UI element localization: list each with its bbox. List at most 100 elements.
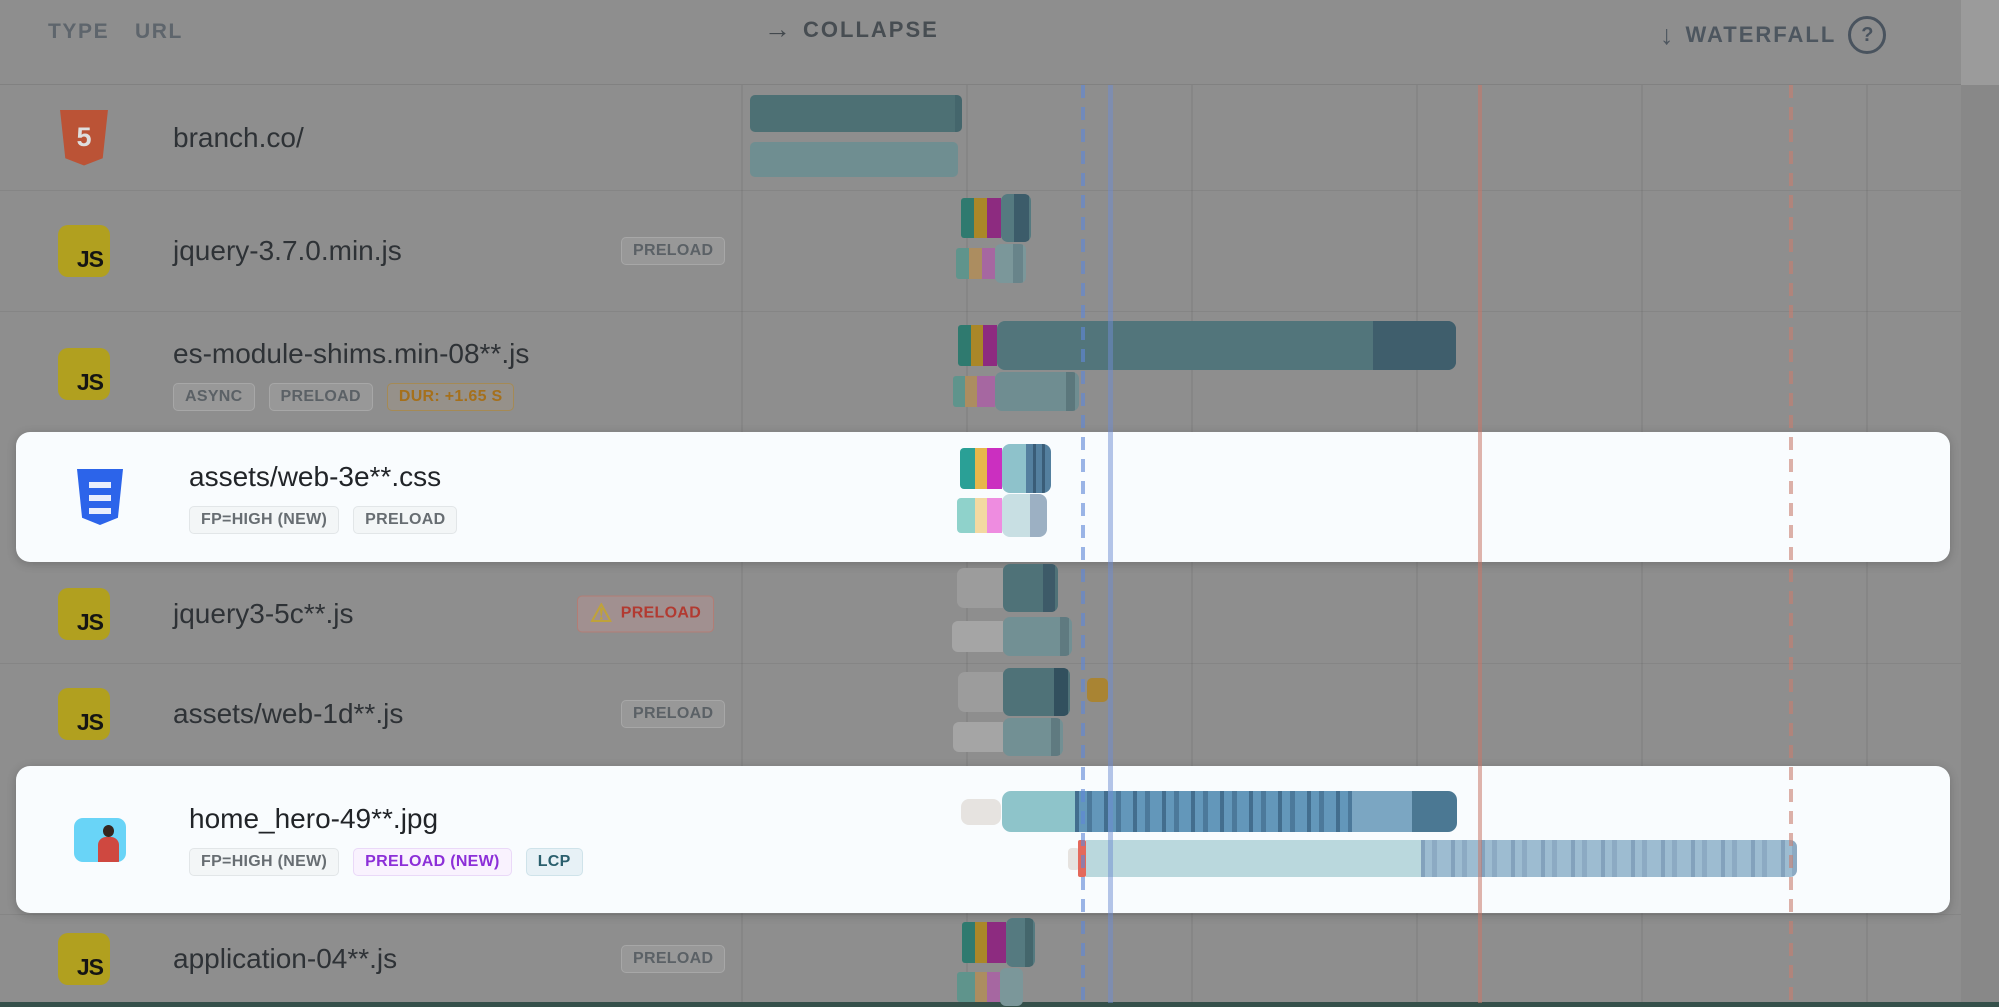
download-phase: [1421, 840, 1797, 877]
request-bar-segment[interactable]: [1003, 718, 1063, 756]
ttfb-phase: [1086, 840, 1421, 877]
request-bar-segment[interactable]: [995, 244, 1026, 283]
download-phase: [1054, 668, 1068, 716]
request-bar-segment[interactable]: [1086, 840, 1797, 877]
request-row[interactable]: 5 branch.co/: [0, 85, 1961, 190]
request-bar-segment[interactable]: [987, 972, 1000, 1002]
download-phase: [1025, 918, 1033, 967]
preload-badge: PRELOAD: [353, 505, 458, 534]
request-bar-segment[interactable]: [957, 972, 975, 1002]
request-bar-segment[interactable]: [983, 325, 997, 366]
css-logo-bars: [89, 482, 111, 514]
request-bar-segment[interactable]: [982, 248, 995, 279]
js-file-icon: JS: [58, 587, 110, 640]
request-bar-segment[interactable]: [960, 448, 975, 489]
request-bar-segment[interactable]: [956, 248, 969, 279]
person-thumbnail: [103, 824, 114, 837]
download-phase: [1352, 791, 1412, 832]
preload-warning-label: PRELOAD: [620, 604, 702, 622]
request-bar-segment[interactable]: [957, 498, 975, 533]
request-row-highlighted[interactable]: home_hero-49**.jpg FP=HIGH (NEW) PRELOAD…: [16, 766, 1950, 913]
request-bar-segment[interactable]: [969, 248, 982, 279]
request-row[interactable]: JS es-module-shims.min-08**.js ASYNC PRE…: [0, 311, 1961, 437]
request-bar-segment[interactable]: [1000, 968, 1023, 1006]
stalled-phase[interactable]: [958, 672, 1003, 712]
arrow-right-icon: →: [764, 14, 791, 44]
request-bar-segment[interactable]: [1001, 194, 1031, 242]
blue-solid-marker: [1108, 85, 1113, 1003]
request-bar-segment[interactable]: [987, 498, 1002, 533]
request-bar-segment[interactable]: [975, 498, 987, 533]
preload-warning-badge: ⚠ PRELOAD: [577, 595, 715, 632]
request-bar-segment[interactable]: [975, 922, 987, 963]
request-bar-segment[interactable]: [987, 448, 1002, 489]
request-row[interactable]: JS jquery-3.7.0.min.js PRELOAD: [0, 190, 1961, 311]
request-bar-segment[interactable]: [953, 376, 965, 407]
right-gutter-top: [1961, 0, 1999, 85]
download-phase: [1051, 718, 1060, 756]
download-phase[interactable]: [1026, 444, 1051, 493]
row-divider: [0, 663, 1961, 664]
request-bar-segment[interactable]: [965, 376, 977, 407]
request-bar-segment[interactable]: [975, 972, 987, 1002]
stalled-phase[interactable]: [1068, 848, 1080, 870]
request-bar-segment[interactable]: [987, 198, 1001, 238]
request-bar-segment[interactable]: [997, 321, 1456, 370]
request-bar-segment[interactable]: [974, 198, 987, 238]
request-row[interactable]: JS assets/web-1d**.js PRELOAD: [0, 663, 1961, 765]
ttfb-phase: [1002, 791, 1075, 832]
request-bar-segment[interactable]: [750, 95, 962, 132]
download-phase: [1373, 321, 1456, 370]
preload-badge: PRELOAD: [621, 236, 726, 265]
stalled-phase[interactable]: [957, 568, 1003, 608]
preload-badge: PRELOAD: [268, 382, 373, 411]
request-bar-segment[interactable]: [987, 922, 1006, 963]
download-phase: [1014, 194, 1029, 242]
stalled-phase[interactable]: [961, 799, 1001, 825]
request-bar-segment[interactable]: [962, 922, 975, 963]
request-url: assets/web-3e**.css: [189, 460, 442, 492]
request-bar-segment[interactable]: [971, 325, 983, 366]
right-gutter: [1961, 0, 1999, 1007]
request-bar-segment[interactable]: [750, 142, 958, 177]
warning-icon: ⚠: [590, 599, 613, 627]
orange-dashed-marker: [1789, 85, 1793, 1003]
download-phase: [1075, 791, 1352, 832]
blue-dashed-marker: [1081, 85, 1085, 1003]
request-url: assets/web-1d**.js: [173, 698, 404, 729]
request-bar-segment[interactable]: [1002, 444, 1026, 493]
js-file-icon: JS: [58, 224, 110, 277]
request-bar-segment[interactable]: [1002, 494, 1030, 537]
stalled-phase[interactable]: [952, 621, 1003, 652]
help-icon[interactable]: ?: [1848, 16, 1887, 54]
js-file-icon: JS: [58, 348, 110, 400]
request-url: es-module-shims.min-08**.js: [173, 337, 530, 369]
type-column-header: TYPE: [48, 20, 110, 43]
request-bar-segment[interactable]: [975, 448, 987, 489]
duration-badge: DUR: +1.65 S: [386, 382, 515, 411]
request-row-highlighted[interactable]: assets/web-3e**.css FP=HIGH (NEW) PRELOA…: [16, 432, 1950, 562]
request-bar-segment[interactable]: [977, 376, 995, 407]
request-bar-segment[interactable]: [995, 372, 1079, 411]
js-file-icon: JS: [58, 932, 110, 985]
fetch-priority-badge: FP=HIGH (NEW): [189, 848, 340, 876]
request-bar-segment[interactable]: [1002, 791, 1457, 832]
request-bar-segment[interactable]: [1003, 617, 1072, 656]
request-url: home_hero-49**.jpg: [189, 803, 439, 834]
download-phase[interactable]: [1030, 494, 1047, 537]
stalled-phase[interactable]: [953, 722, 1003, 752]
request-bar-segment[interactable]: [961, 198, 974, 238]
waterfall-sort-header[interactable]: ↓ WATERFALL ?: [1660, 16, 1887, 54]
request-row[interactable]: JS jquery3-5c**.js ⚠ PRELOAD: [0, 564, 1961, 663]
preload-badge: PRELOAD: [621, 944, 726, 973]
request-bar-segment[interactable]: [1006, 918, 1035, 967]
blocking-time-segment[interactable]: [1087, 678, 1108, 702]
request-bar-segment[interactable]: [958, 325, 971, 366]
request-row[interactable]: JS application-04**.js PRELOAD: [0, 914, 1961, 1006]
collapse-button[interactable]: → COLLAPSE: [764, 16, 939, 43]
request-bar-segment[interactable]: [1003, 668, 1070, 716]
row-divider: [0, 190, 1961, 191]
request-bar-segment[interactable]: [1003, 564, 1058, 612]
download-phase: [1066, 372, 1075, 411]
